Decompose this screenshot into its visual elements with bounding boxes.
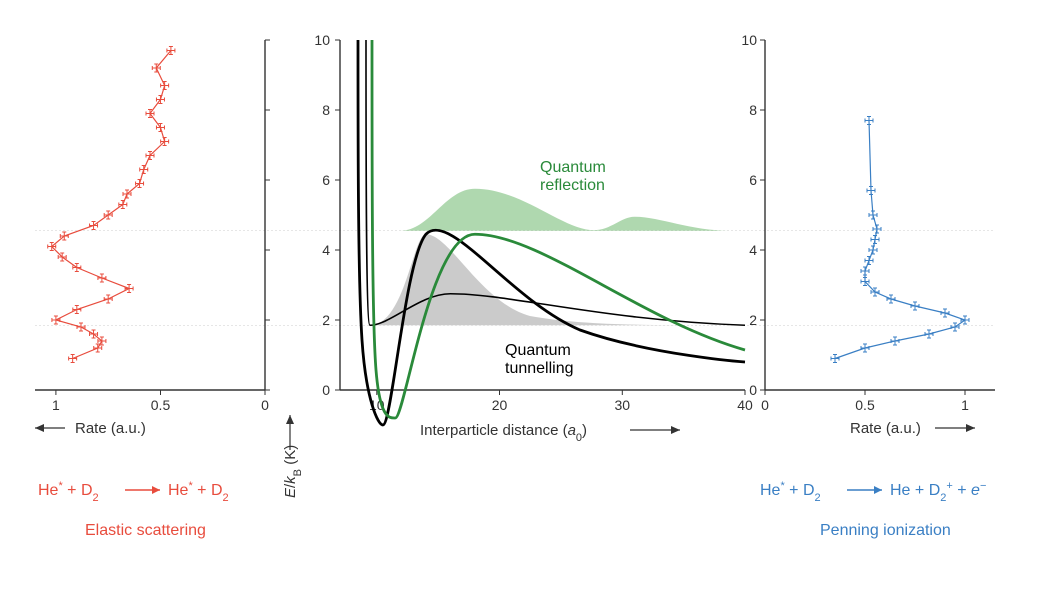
center-xtick-40: 40	[737, 397, 753, 413]
center-xtick-20: 20	[492, 397, 508, 413]
center-xtick-30: 30	[615, 397, 631, 413]
left-rate-label-group: Rate (a.u.)	[35, 420, 146, 437]
center-ylabel: E/kB (K)	[282, 445, 304, 498]
right-ytick-0: 0	[749, 382, 757, 398]
center-ytick-10: 10	[314, 32, 330, 48]
right-xtick-05: 0.5	[855, 397, 875, 413]
quantum-tunnelling-label: Quantum tunnelling	[505, 342, 575, 377]
center-xlabel-group: Interparticle distance (a0)	[420, 422, 680, 444]
right-process-label: Penning ionization	[820, 522, 951, 539]
left-process-label: Elastic scattering	[85, 522, 206, 539]
center-ytick-8: 8	[322, 102, 330, 118]
left-products: He* + D2	[168, 480, 229, 504]
right-series	[831, 117, 969, 363]
right-reactants: He* + D2	[760, 480, 821, 504]
figure-svg: 1 0.5 0 Rate (a.u.) He* + D2 He* + D2 El…	[20, 20, 1040, 586]
center-ytick-0: 0	[322, 382, 330, 398]
right-rate-label-group: Rate (a.u.)	[850, 420, 975, 437]
quantum-reflection-label: Quantum reflection	[540, 159, 610, 194]
center-ylabel-group: E/kB (K)	[282, 415, 304, 498]
center-ytick-6: 6	[322, 172, 330, 188]
right-xtick-0: 0	[761, 397, 769, 413]
right-rate-label: Rate (a.u.)	[850, 420, 921, 437]
right-ytick-10: 10	[741, 32, 757, 48]
left-reaction-label-group: He* + D2 He* + D2 Elastic scattering	[38, 480, 229, 539]
right-panel: 0 2 4 6 8 10 0 0.5 1 Rate (a.u.)	[741, 32, 995, 437]
right-ytick-6: 6	[749, 172, 757, 188]
center-panel: 0 2 4 6 8 10 10 20 30 40 Interparticle d…	[282, 32, 753, 498]
right-ytick-2: 2	[749, 312, 757, 328]
figure-container: 1 0.5 0 Rate (a.u.) He* + D2 He* + D2 El…	[20, 20, 1040, 586]
left-xtick-05: 0.5	[151, 397, 171, 413]
left-xtick-0: 0	[261, 397, 269, 413]
left-reactants: He* + D2	[38, 480, 99, 504]
right-xtick-1: 1	[961, 397, 969, 413]
reflection-wavepacket	[400, 189, 730, 231]
left-rate-label: Rate (a.u.)	[75, 420, 146, 437]
center-ytick-2: 2	[322, 312, 330, 328]
center-ytick-4: 4	[322, 242, 330, 258]
left-panel: 1 0.5 0 Rate (a.u.)	[35, 40, 270, 437]
right-ytick-8: 8	[749, 102, 757, 118]
right-reaction-label-group: He* + D2 He + D2+ + e− Penning ionizatio…	[760, 480, 986, 539]
right-products: He + D2+ + e−	[890, 480, 986, 504]
left-series	[48, 47, 175, 363]
left-xtick-1: 1	[52, 397, 60, 413]
center-xlabel: Interparticle distance (a0)	[420, 422, 587, 444]
right-ytick-4: 4	[749, 242, 757, 258]
